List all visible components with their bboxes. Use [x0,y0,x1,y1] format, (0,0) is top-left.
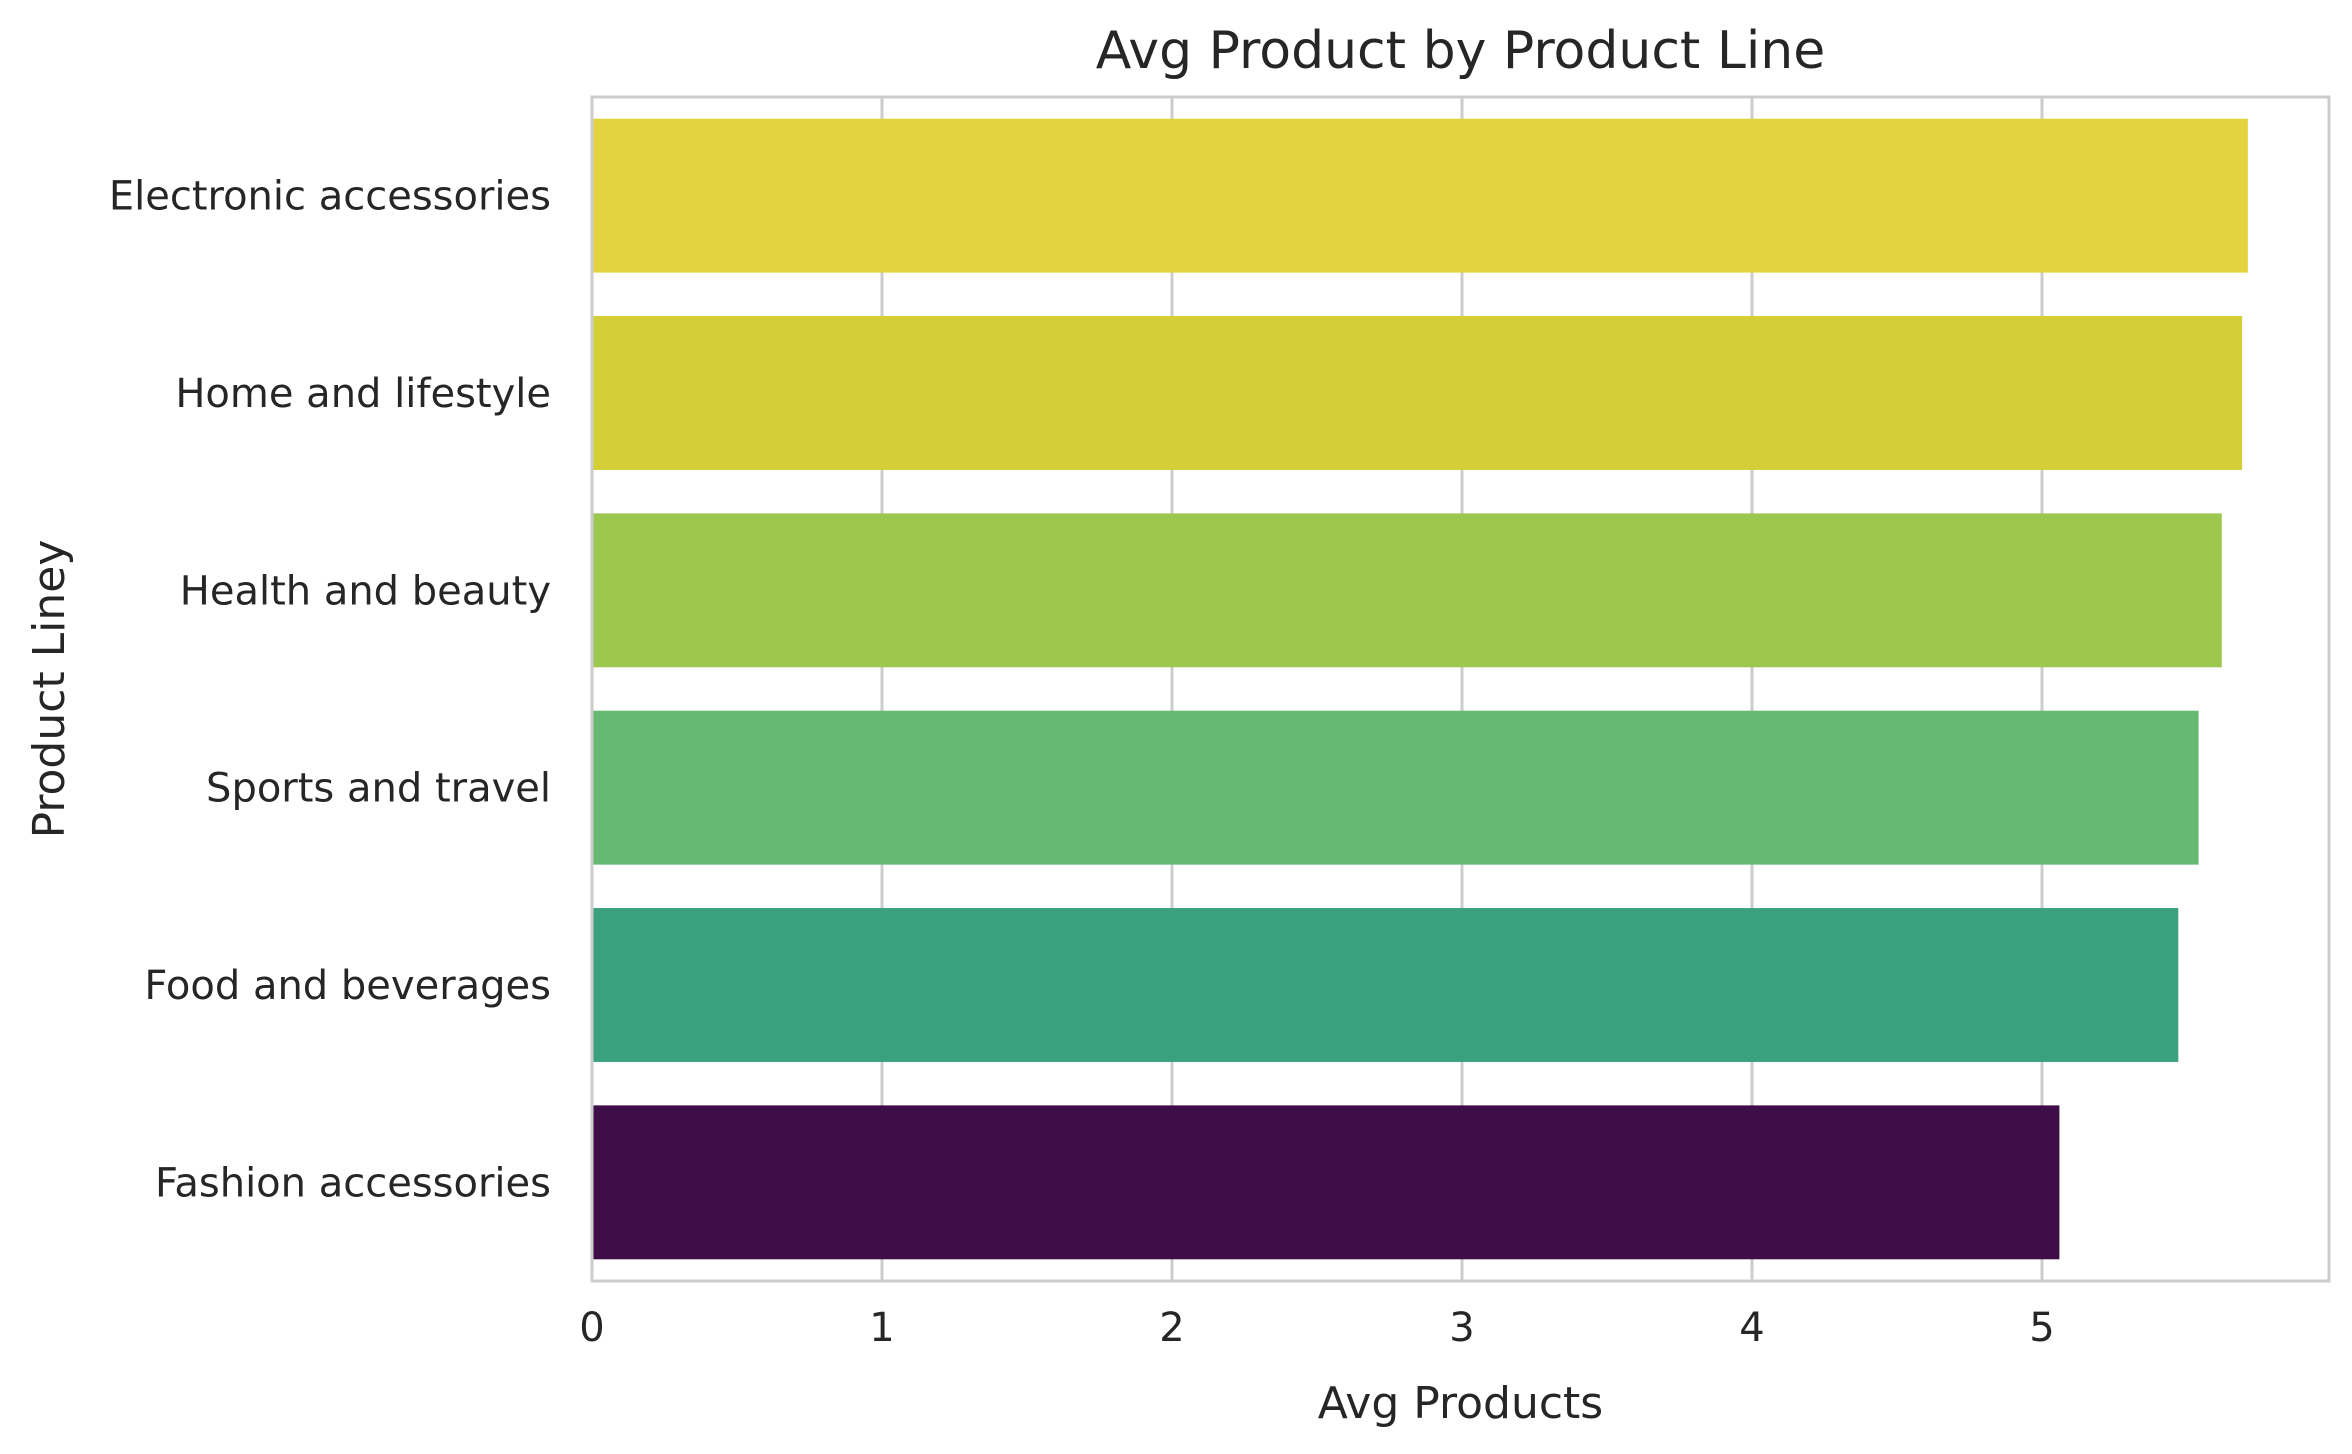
bar [592,908,2179,1062]
y-tick-label: Electronic accessories [109,174,551,220]
bar [592,316,2243,470]
y-tick-label: Home and lifestyle [175,371,551,417]
x-tick-label: 5 [2029,1305,2054,1351]
chart-title: Avg Product by Product Line [1096,21,1825,81]
x-tick-label: 2 [1159,1305,1184,1351]
y-tick-labels: Electronic accessories Home and lifestyle… [109,174,551,1207]
y-tick-label: Fashion accessories [155,1160,551,1206]
x-tick-label: 1 [869,1305,894,1351]
bar [592,1105,2060,1260]
x-tick-label: 0 [579,1305,604,1351]
x-tick-label: 3 [1449,1305,1474,1351]
plot-frame [590,95,2331,1283]
grid-lines [590,97,2044,1281]
y-tick-label: Food and beverages [144,963,551,1009]
x-axis-label: Avg Products [1318,1378,1603,1429]
bar [592,513,2222,668]
x-tick-label: 4 [1739,1305,1764,1351]
y-tick-label: Sports and travel [206,766,551,812]
x-tick-labels: 0 1 2 3 4 5 [579,1305,2054,1351]
y-axis-label: Product Liney [24,540,75,839]
bar [592,710,2199,865]
bars [592,118,2248,1260]
bar [592,118,2248,273]
y-tick-label: Health and beauty [180,568,551,614]
